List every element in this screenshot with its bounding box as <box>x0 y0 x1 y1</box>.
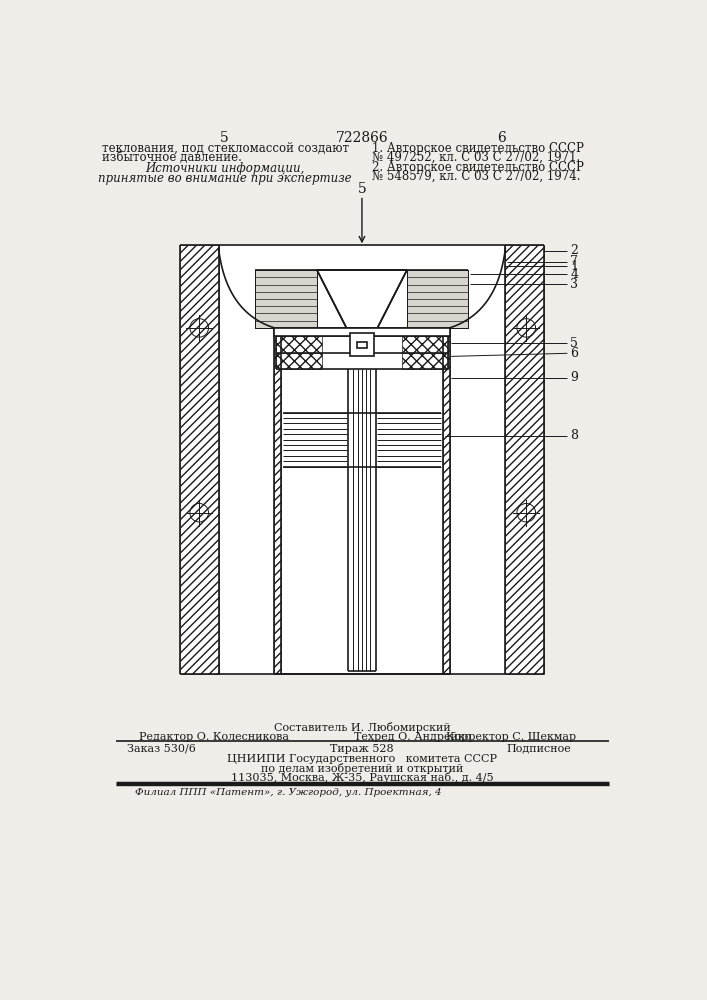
Bar <box>402 353 448 369</box>
Text: избыточное давление.: избыточное давление. <box>103 151 243 164</box>
Bar <box>506 245 544 674</box>
Bar <box>276 353 322 369</box>
Text: 6: 6 <box>571 347 578 360</box>
Text: 1: 1 <box>571 260 578 273</box>
Text: № 548579, кл. С 03 С 27/02, 1974.: № 548579, кл. С 03 С 27/02, 1974. <box>372 170 580 183</box>
Text: 5: 5 <box>220 131 228 145</box>
Text: 6: 6 <box>497 131 506 145</box>
Bar <box>351 333 373 356</box>
Text: 5: 5 <box>358 182 366 196</box>
Bar <box>255 270 317 328</box>
Text: 9: 9 <box>571 371 578 384</box>
Text: ЦНИИПИ Государственного   комитета СССР: ЦНИИПИ Государственного комитета СССР <box>227 754 497 764</box>
Text: 2: 2 <box>571 244 578 257</box>
Text: Тираж 528: Тираж 528 <box>330 744 394 754</box>
Polygon shape <box>317 270 407 328</box>
Bar <box>402 336 448 353</box>
Bar <box>274 328 450 336</box>
Text: принятые во внимание при экспертизе: принятые во внимание при экспертизе <box>98 172 351 185</box>
Text: 113035, Москва, Ж-35, Раушская наб., д. 4/5: 113035, Москва, Ж-35, Раушская наб., д. … <box>230 772 493 783</box>
Bar <box>407 270 468 328</box>
Text: по делам изобретений и открытий: по делам изобретений и открытий <box>261 763 463 774</box>
Text: Источники информации,: Источники информации, <box>145 162 305 175</box>
Text: Филиал ППП «Патент», г. Ужгород, ул. Проектная, 4: Филиал ППП «Патент», г. Ужгород, ул. Про… <box>135 788 441 797</box>
Bar <box>356 342 368 348</box>
Text: 722866: 722866 <box>336 131 388 145</box>
Text: 5: 5 <box>571 337 578 350</box>
Text: 1. Авторское свидетельство СССР: 1. Авторское свидетельство СССР <box>372 142 584 155</box>
Bar <box>443 328 450 674</box>
Text: 2. Авторское свидетельство СССР: 2. Авторское свидетельство СССР <box>372 161 584 174</box>
Text: Подписное: Подписное <box>507 744 572 754</box>
Bar <box>317 270 407 328</box>
Text: Корректор С. Шекмар: Корректор С. Шекмар <box>446 732 576 742</box>
Text: Техред О. Андрейко: Техред О. Андрейко <box>354 732 472 742</box>
Text: 8: 8 <box>571 429 578 442</box>
Text: 3: 3 <box>571 278 578 291</box>
Bar <box>407 270 468 328</box>
Bar <box>276 336 322 353</box>
Text: № 497252, кл. С 03 С 27/02, 1971.: № 497252, кл. С 03 С 27/02, 1971. <box>372 151 580 164</box>
Text: Заказ 530/6: Заказ 530/6 <box>127 744 196 754</box>
Text: 7: 7 <box>571 255 578 268</box>
Text: 4: 4 <box>571 267 578 280</box>
Bar <box>218 245 506 674</box>
Text: теклования, под стекломассой создают: теклования, под стекломассой создают <box>103 142 349 155</box>
Text: Редактор О. Колесникова: Редактор О. Колесникова <box>139 732 288 742</box>
Bar <box>255 270 317 328</box>
Bar <box>180 245 218 674</box>
Text: Составитель И. Любомирский: Составитель И. Любомирский <box>274 722 450 733</box>
Bar <box>274 328 281 674</box>
